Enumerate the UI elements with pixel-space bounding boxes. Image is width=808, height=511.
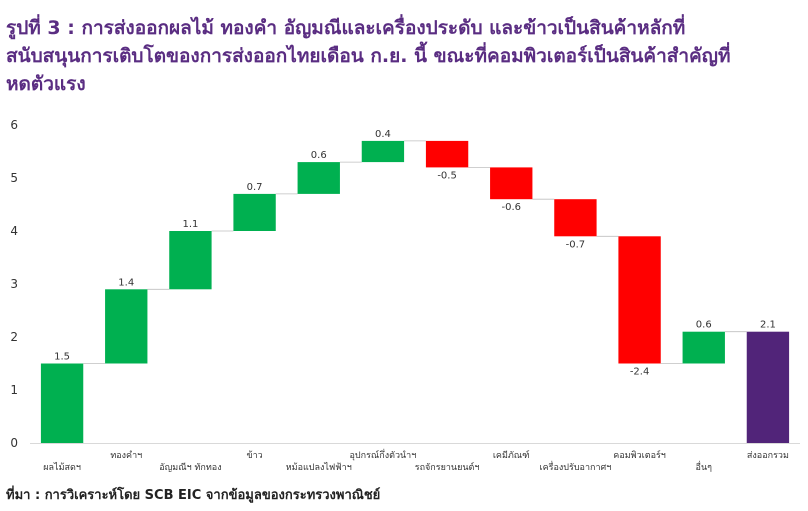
- bar: [425, 140, 469, 168]
- data-label: -0.6: [501, 202, 521, 213]
- data-label: -0.7: [566, 239, 586, 250]
- data-label: -2.4: [630, 367, 650, 378]
- y-tick-label: 1: [10, 383, 18, 397]
- data-label: 0.6: [696, 320, 712, 331]
- y-tick-label: 0: [10, 436, 18, 450]
- title-line-1: รูปที่ 3 : การส่งออกผลไม้ ทองคำ อัญมณีแล…: [6, 17, 686, 39]
- y-tick-label: 5: [10, 171, 18, 185]
- bar: [618, 236, 661, 364]
- x-tick-label: เคมีภัณฑ์: [493, 449, 530, 461]
- bar: [233, 193, 276, 231]
- bar: [297, 162, 340, 194]
- data-label: 1.1: [182, 219, 198, 230]
- x-tick-label: ทองคำฯ: [110, 450, 142, 461]
- bar: [746, 331, 790, 443]
- x-tick-label: รถจักรยานยนต์ฯ: [415, 461, 480, 473]
- bar: [105, 289, 148, 364]
- x-tick-label: ข้าว: [246, 450, 262, 461]
- data-label: 0.7: [247, 182, 263, 193]
- chart-title: รูปที่ 3 : การส่งออกผลไม้ ทองคำ อัญมณีแล…: [6, 14, 806, 98]
- data-label: 0.4: [375, 129, 391, 140]
- x-tick-label: อื่นๆ: [696, 460, 713, 473]
- x-tick-label: เครื่องปรับอากาศฯ: [540, 460, 612, 473]
- bar: [40, 363, 84, 443]
- x-tick-label: ส่งออกรวม: [747, 451, 789, 461]
- x-tick-label: หม้อแปลงไฟฟ้าฯ: [286, 462, 352, 473]
- y-tick-label: 3: [10, 277, 18, 291]
- data-label: -0.5: [437, 170, 457, 181]
- y-tick-label: 4: [10, 224, 18, 238]
- x-tick-label: อุปกรณ์กึ่งตัวนำฯ: [350, 448, 417, 461]
- data-label: 0.6: [311, 150, 327, 161]
- data-label: 2.1: [760, 320, 776, 331]
- x-tick-label: ผลไม้สดฯ: [43, 462, 81, 473]
- x-tick-label: อัญมณีฯ ทักทอง: [159, 462, 221, 473]
- source-note: ที่มา : การวิเคราะห์โดย SCB EIC จากข้อมู…: [6, 488, 381, 503]
- bar: [554, 199, 597, 237]
- data-label: 1.5: [54, 352, 70, 363]
- bar: [682, 331, 725, 364]
- data-label: 1.4: [118, 277, 134, 288]
- bar: [490, 167, 533, 200]
- x-tick-label: คอมพิวเตอร์ฯ: [613, 449, 666, 461]
- bar: [361, 140, 405, 163]
- y-tick-label: 6: [10, 118, 18, 132]
- bar: [169, 231, 212, 290]
- title-line-3: หดตัวแรง: [6, 73, 86, 95]
- title-line-2: สนับสนุนการเติบโตของการส่งออกไทยเดือน ก.…: [6, 45, 731, 67]
- y-tick-label: 2: [10, 330, 18, 344]
